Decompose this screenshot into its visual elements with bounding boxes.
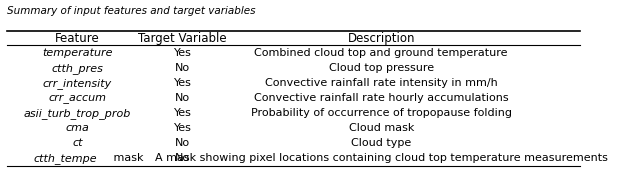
Text: Yes: Yes xyxy=(173,78,191,88)
Text: No: No xyxy=(175,63,190,73)
Text: Cloud type: Cloud type xyxy=(351,138,412,148)
Text: Yes: Yes xyxy=(173,48,191,58)
Text: Target Variable: Target Variable xyxy=(138,32,227,45)
Text: Feature: Feature xyxy=(55,32,100,45)
Text: crr_intensity: crr_intensity xyxy=(43,78,112,89)
Text: Yes: Yes xyxy=(173,108,191,118)
Text: Summary of input features and target variables: Summary of input features and target var… xyxy=(7,6,256,16)
Text: ct: ct xyxy=(72,138,83,148)
Text: Yes: Yes xyxy=(173,123,191,133)
Text: mask: mask xyxy=(109,153,143,163)
Text: Cloud top pressure: Cloud top pressure xyxy=(329,63,434,73)
Text: Combined cloud top and ground temperature: Combined cloud top and ground temperatur… xyxy=(255,48,508,58)
Text: cma: cma xyxy=(65,123,90,133)
Text: asii_turb_trop_prob: asii_turb_trop_prob xyxy=(24,108,131,119)
Text: crr_accum: crr_accum xyxy=(49,93,106,103)
Text: ctth_tempe: ctth_tempe xyxy=(34,153,97,164)
Text: Description: Description xyxy=(348,32,415,45)
Text: No: No xyxy=(175,153,190,163)
Text: Convective rainfall rate hourly accumulations: Convective rainfall rate hourly accumula… xyxy=(254,93,509,103)
Text: Convective rainfall rate intensity in mm/h: Convective rainfall rate intensity in mm… xyxy=(265,78,498,88)
Text: A mask showing pixel locations containing cloud top temperature measurements: A mask showing pixel locations containin… xyxy=(155,153,607,163)
Text: temperature: temperature xyxy=(42,48,113,58)
Text: Probability of occurrence of tropopause folding: Probability of occurrence of tropopause … xyxy=(251,108,512,118)
Text: No: No xyxy=(175,138,190,148)
Text: ctth_pres: ctth_pres xyxy=(51,63,103,74)
Text: Cloud mask: Cloud mask xyxy=(349,123,414,133)
Text: No: No xyxy=(175,93,190,103)
